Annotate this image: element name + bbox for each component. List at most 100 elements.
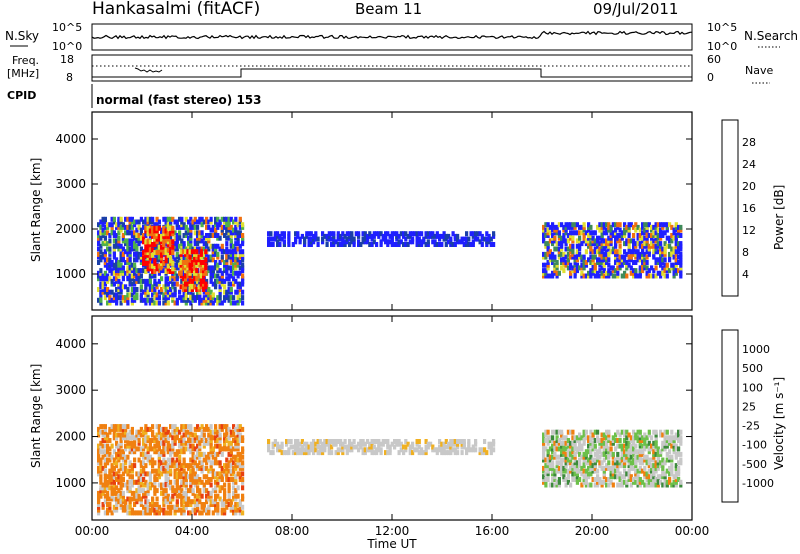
heatmap-cell [182,460,186,466]
heatmap-cell [162,496,166,502]
heatmap-cell [220,485,224,491]
heatmap-cell [216,471,220,477]
heatmap-cell [101,241,105,247]
heatmap-cell [207,254,211,260]
heatmap-cell [200,451,204,457]
heatmap-cell [164,250,168,256]
heatmap-cell [173,281,177,287]
heatmap-cell [232,265,236,271]
heatmap-cell [182,479,186,485]
heatmap-cell [562,224,566,230]
heatmap-cell [587,449,591,455]
heatmap-cell [352,239,356,245]
heatmap-cell [575,230,579,236]
heatmap-cell [627,222,631,228]
heatmap-cell [175,463,179,469]
heatmap-cell [97,426,101,432]
heatmap-cell [139,426,143,432]
heatmap-cell [438,447,442,453]
heatmap-cell [189,216,193,222]
heatmap-cell [153,258,157,264]
heatmap-cell [148,440,152,446]
heatmap-cell [312,233,316,239]
heatmap-cell [119,287,123,292]
heatmap-cell [214,443,218,449]
heatmap-cell [562,449,566,455]
heatmap-cell [211,449,215,455]
heatmap-cell [209,449,213,455]
heatmap-cell [144,289,148,295]
heatmap-cell [645,224,649,230]
heatmap-cell [638,235,642,241]
heatmap-cell [314,441,318,447]
heatmap-cell [598,463,602,469]
heatmap-cell [166,231,170,237]
heatmap-cell [164,468,168,474]
heatmap-cell [623,474,627,480]
heatmap-cell [227,482,231,488]
heatmap-cell [166,236,170,242]
heatmap-cell [551,438,555,443]
heatmap-cell [625,227,629,233]
heatmap-cell [97,499,101,505]
heatmap-cell [654,429,658,435]
heatmap-cell [234,227,238,233]
heatmap-cell [187,424,191,430]
heatmap-cell [142,297,146,303]
heatmap-cell [294,447,298,453]
heatmap-cell [238,507,242,513]
heatmap-cell [544,429,548,435]
heatmap-cell [223,446,227,452]
heatmap-cell [108,502,112,507]
heatmap-cell [404,242,408,247]
heatmap-cell [200,246,204,252]
heatmap-cell [267,447,271,453]
heatmap-cell [560,471,564,477]
heatmap-cell [180,510,184,516]
heatmap-cell [271,242,275,247]
heatmap-cell [566,233,570,238]
heatmap-cell [214,426,218,432]
heatmap-cell [267,444,271,450]
heatmap-cell [187,510,191,516]
heatmap-cell [420,450,424,456]
heatmap-cell [589,270,593,276]
heatmap-cell [101,449,105,455]
heatmap-cell [415,439,419,444]
heatmap-cell [462,444,466,450]
heatmap-cell [582,429,586,435]
heatmap-cell [236,440,240,446]
heatmap-cell [196,465,200,471]
heatmap-cell [234,435,238,441]
heatmap-cell [115,257,119,263]
heatmap-cell [218,284,222,290]
heatmap-cell [607,243,611,249]
heatmap-cell [668,268,672,274]
heatmap-cell [618,460,622,466]
heatmap-cell [216,482,220,488]
heatmap-cell [178,295,182,301]
heatmap-cell [97,297,101,303]
heatmap-cell [605,465,609,471]
heatmap-cell [580,270,584,276]
heatmap-cell [181,284,185,290]
heatmap-cell [218,463,222,469]
heatmap-cell [133,219,137,225]
heatmap-cell [345,239,349,245]
heatmap-cell [417,450,421,456]
heatmap-cell [184,278,188,284]
heatmap-cell [216,254,220,260]
heatmap-cell [616,222,620,228]
heatmap-cell [271,444,275,450]
heatmap-cell [189,241,193,247]
heatmap-cell [632,224,636,230]
heatmap-cell [571,235,575,241]
heatmap-cell [160,239,164,245]
heatmap-cell [130,465,134,471]
heatmap-cell [119,284,123,290]
heatmap-cell [276,444,280,450]
heatmap-cell [155,295,159,301]
heatmap-cell [108,426,112,432]
heatmap-cell [227,216,231,222]
heatmap-cell [232,479,236,485]
